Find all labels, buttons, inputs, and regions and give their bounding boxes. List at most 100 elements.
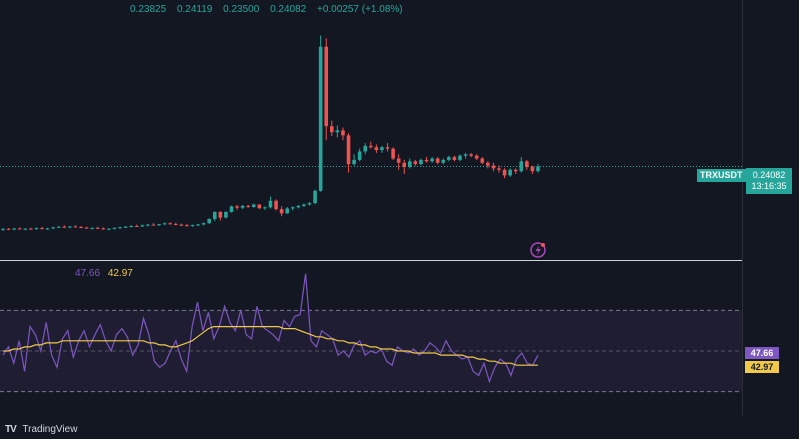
candle-body [190, 225, 195, 227]
candle-body [536, 166, 540, 172]
candle-body [296, 205, 301, 208]
candle-body [118, 227, 122, 229]
candle-body [402, 162, 407, 167]
candle-body [162, 223, 167, 225]
candle-body [279, 209, 284, 214]
candle-body [346, 135, 351, 165]
candle-body [107, 228, 111, 230]
ohlc-low: 0.23500 [223, 4, 260, 15]
candle-body [179, 224, 184, 226]
candle-body [123, 226, 128, 228]
candle-body [363, 145, 368, 152]
candle-body [23, 228, 28, 230]
candle-body [502, 169, 507, 176]
candle-body [380, 147, 384, 151]
candle-body [207, 218, 211, 224]
bar-countdown: 13:16:35 [751, 181, 787, 191]
candle-body [134, 226, 139, 228]
candle-body [157, 224, 161, 226]
candle-body [151, 224, 156, 226]
candle-body [508, 169, 512, 176]
candle-body [90, 227, 94, 229]
candle-body [251, 204, 256, 208]
symbol-tag: TRXUSDT [697, 169, 746, 182]
candle-body [146, 224, 150, 226]
candle-body [441, 159, 446, 163]
candle-body [374, 147, 379, 151]
candle-body [413, 161, 418, 165]
candle-body [263, 207, 267, 209]
notification-dot [541, 243, 545, 247]
candle-body [318, 46, 323, 191]
candle-body [229, 206, 234, 212]
candle-body [274, 200, 278, 210]
tradingview-logo-icon: TV [5, 424, 17, 435]
candle-body [173, 223, 178, 225]
candle-body [6, 228, 11, 230]
ohlc-high: 0.24119 [176, 4, 213, 15]
candle-body [396, 158, 401, 163]
candle-body [408, 161, 412, 167]
candle-body [352, 159, 356, 165]
candle-body [62, 226, 67, 228]
candle-body [73, 226, 78, 228]
candle-body [330, 126, 334, 133]
candle-body [218, 211, 223, 218]
candle-body [56, 226, 61, 228]
candle-body [40, 228, 44, 230]
candle-body [140, 225, 145, 227]
candle-body [95, 227, 100, 229]
candle-body [235, 206, 239, 208]
candle-body [447, 157, 451, 160]
rsi-legend: 47.66 42.97 [75, 268, 133, 279]
candle-body [486, 162, 490, 166]
candle-body [224, 211, 228, 218]
tradingview-brand[interactable]: TV TradingView [5, 424, 77, 435]
last-price: 0.24082 [752, 170, 786, 180]
candle-body [341, 130, 345, 136]
ohlc-close: 0.24082 [270, 4, 307, 15]
candle-body [525, 161, 529, 167]
flash-icon [530, 242, 546, 258]
candle-body [369, 145, 373, 148]
rsi-ma-legend-value: 42.97 [107, 268, 133, 279]
candle-body [185, 225, 189, 227]
candle-body [302, 204, 306, 206]
candle-body [168, 223, 172, 225]
candle-body [112, 227, 117, 229]
candle-body [285, 208, 290, 214]
candle-body [240, 205, 245, 208]
candle-body [324, 46, 329, 127]
ohlc-open: 0.23825 [130, 4, 167, 15]
candle-body [68, 226, 72, 228]
candle-body [335, 130, 340, 133]
rsi-axis-label: 47.66 [745, 347, 779, 359]
candle-body [513, 169, 518, 172]
candle-body [480, 158, 485, 163]
candle-body [519, 161, 524, 172]
candle-body [257, 204, 262, 209]
candle-body [385, 147, 390, 149]
candle-body [530, 166, 535, 172]
candle-body [290, 207, 295, 209]
candle-body [196, 224, 200, 226]
candle-body [497, 168, 501, 170]
candle-body [45, 228, 50, 230]
candle-body [424, 159, 429, 162]
candle-body [12, 228, 16, 230]
candle-body [430, 158, 434, 162]
candle-body [357, 151, 362, 160]
candle-body [391, 148, 395, 159]
candle-body [307, 203, 312, 205]
price-label: 0.24082 13:16:35 [746, 168, 792, 194]
candle-body [491, 165, 496, 169]
candle-body [34, 228, 39, 230]
ohlc-change: +0.00257 (+1.08%) [317, 4, 403, 15]
candle-body [79, 227, 83, 228]
candle-body [51, 227, 55, 229]
brand-name: TradingView [22, 424, 78, 435]
candle-body [246, 205, 251, 208]
ohlc-legend: 0.23825 0.24119 0.23500 0.24082 +0.00257… [130, 4, 411, 15]
candle-body [313, 190, 317, 204]
